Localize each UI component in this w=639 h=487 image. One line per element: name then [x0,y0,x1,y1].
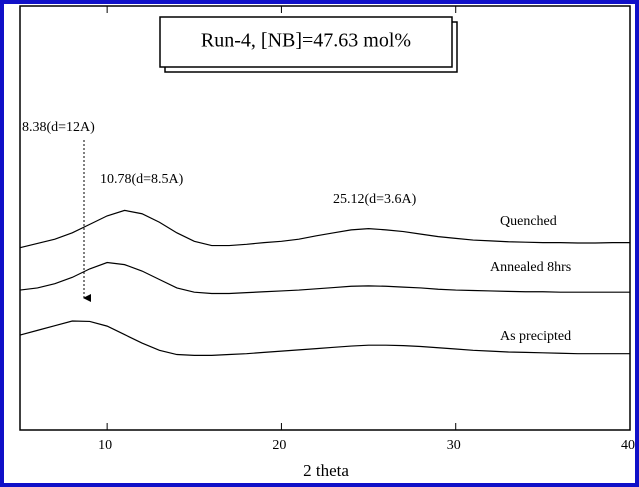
chart-title: Run-4, [NB]=47.63 mol% [201,30,411,52]
title-box [159,16,453,68]
x-tick-label: 20 [272,438,286,453]
x-tick-label: 30 [447,438,461,453]
series-label: Annealed 8hrs [490,260,571,275]
annotation: 8.38(d=12A) [22,120,95,135]
annotation: 25.12(d=3.6A) [333,192,417,207]
series-label: Quenched [500,214,557,229]
series-line [19,209,630,249]
annotation: 10.78(d=8.5A) [100,172,184,187]
x-tick-label: 40 [621,438,635,453]
x-tick-label: 10 [98,438,112,453]
x-axis-label: 2 theta [303,461,349,480]
series-label: As precipted [500,329,571,344]
series-line [19,261,630,295]
series-line [19,320,630,356]
plot-area [19,5,631,431]
